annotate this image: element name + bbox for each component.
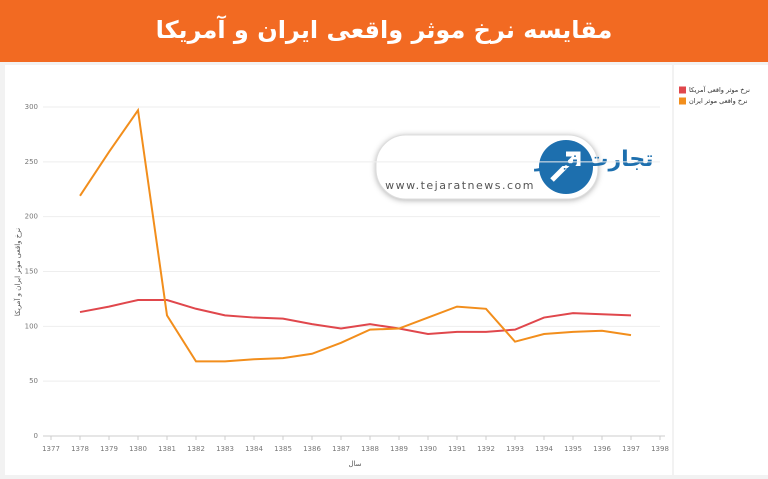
x-tick-label: 1377 <box>42 445 60 453</box>
x-tick-label: 1389 <box>390 445 408 453</box>
x-tick-label: 1394 <box>535 445 553 453</box>
x-tick-label: 1396 <box>593 445 611 453</box>
legend-label: نرخ موثر واقعی آمریکا <box>689 85 750 94</box>
legend-label: نرخ واقعی موثر ایران <box>689 97 748 105</box>
x-tick-label: 1386 <box>303 445 321 453</box>
line-series <box>79 107 632 363</box>
legend-swatch <box>679 86 686 94</box>
x-tick-label: 1380 <box>129 445 147 453</box>
x-axis-label: سال <box>348 460 361 468</box>
x-tick-label: 1388 <box>361 445 379 453</box>
y-tick-label: 250 <box>25 158 38 166</box>
logo-name: تجارت نیوز <box>534 147 654 172</box>
x-tick-label: 1384 <box>245 445 263 453</box>
y-axis-label: نرخ واقعی موثر ایران و آمریکا <box>13 228 22 316</box>
x-tick-label: 1391 <box>448 445 466 453</box>
y-tick-label: 200 <box>25 213 38 221</box>
y-tick-label: 100 <box>25 322 38 330</box>
plot-panel <box>5 65 672 475</box>
logo-url: www.tejaratnews.com <box>385 179 535 192</box>
x-tick-label: 1390 <box>419 445 437 453</box>
y-tick-label: 50 <box>29 377 38 385</box>
y-tick-label: 150 <box>25 268 38 276</box>
x-tick-label: 1395 <box>564 445 582 453</box>
line-series <box>79 299 632 336</box>
x-tick-label: 1381 <box>158 445 176 453</box>
x-tick-label: 1379 <box>100 445 118 453</box>
x-tick-label: 1393 <box>506 445 524 453</box>
x-tick-label: 1398 <box>651 445 669 453</box>
logo-box <box>375 134 599 200</box>
x-tick-label: 1382 <box>187 445 205 453</box>
y-tick-label: 300 <box>25 103 38 111</box>
x-tick-label: 1397 <box>622 445 640 453</box>
x-tick-label: 1378 <box>71 445 89 453</box>
x-tick-label: 1383 <box>216 445 234 453</box>
x-tick-label: 1385 <box>274 445 292 453</box>
chart-title: مقایسه نرخ موثر واقعی ایران و آمریکا <box>156 15 613 44</box>
legend-panel <box>674 65 768 475</box>
logo: تجارت نیوز www.tejaratnews.com <box>375 134 654 200</box>
legend-swatch <box>679 97 686 105</box>
title-banner <box>0 0 768 62</box>
x-tick-label: 1392 <box>477 445 495 453</box>
y-tick-label: 0 <box>34 432 38 440</box>
x-tick-label: 1387 <box>332 445 350 453</box>
